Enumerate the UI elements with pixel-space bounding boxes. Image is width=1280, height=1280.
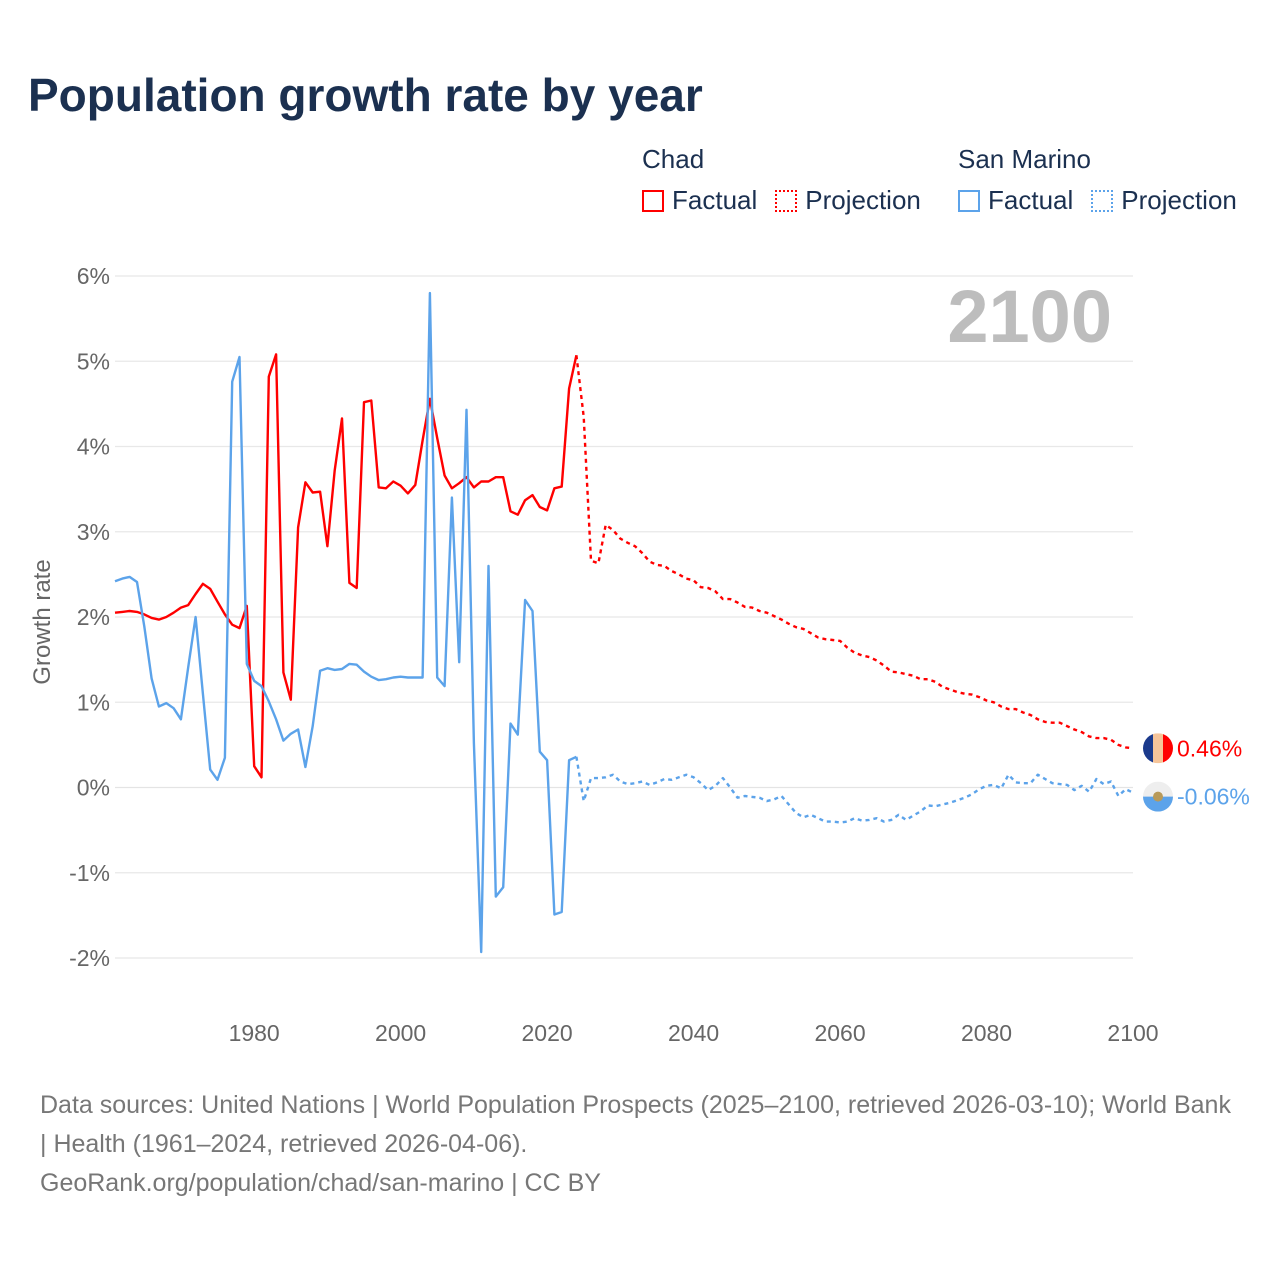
x-tick-label: 2040: [668, 1020, 719, 1046]
x-axis: 1980 2000 2020 2040 2060 2080 2100: [229, 1020, 1159, 1046]
y-axis-label: Growth rate: [29, 559, 56, 684]
grid: [115, 275, 1133, 959]
x-tick-label: 2100: [1107, 1020, 1158, 1046]
legend-item-san-marino-factual[interactable]: Factual: [958, 185, 1073, 216]
legend-swatch-solid: [958, 189, 980, 212]
y-tick-label: 6%: [77, 263, 110, 289]
y-tick-label: -1%: [69, 860, 110, 886]
legend-item-chad-factual[interactable]: Factual: [642, 185, 757, 216]
chad-factual-line: [114, 353, 578, 779]
y-tick-label: 2%: [77, 604, 110, 630]
legend-chad: Chad Factual Projection: [642, 144, 939, 216]
x-tick-label: 2020: [522, 1020, 573, 1046]
chad-projection-line: [575, 355, 1134, 750]
legend-swatch-dotted: [1091, 189, 1114, 212]
x-tick-label: 2080: [961, 1020, 1012, 1046]
legend-item-san-marino-projection[interactable]: Projection: [1091, 185, 1237, 216]
legend-label: Factual: [672, 185, 758, 215]
san-marino-projection-line: [575, 756, 1134, 824]
page-title: Population growth rate by year: [28, 69, 703, 121]
y-tick-label: 3%: [77, 519, 110, 545]
legend-label: Factual: [988, 185, 1074, 215]
flag-chad-icon: [1143, 733, 1173, 764]
series-lines: [114, 291, 1134, 954]
x-tick-label: 2060: [814, 1020, 865, 1046]
legend-label: Projection: [805, 185, 921, 215]
end-value-label: -0.06%: [1177, 784, 1250, 810]
end-labels: 0.46% -0.06%: [1143, 733, 1250, 812]
y-tick-label: 4%: [77, 434, 110, 460]
flag-san-marino-icon: [1143, 781, 1173, 812]
legend-label: Projection: [1121, 185, 1237, 215]
legend-san-marino: San Marino Factual Projection: [958, 144, 1237, 216]
legend-group-title: San Marino: [958, 144, 1091, 174]
x-tick-label: 2000: [375, 1020, 426, 1046]
attribution-link[interactable]: GeoRank.org/population/chad/san-marino |…: [40, 1169, 601, 1197]
x-tick-label: 1980: [229, 1020, 280, 1046]
y-tick-label: 5%: [77, 348, 110, 374]
legend-swatch-dotted: [775, 189, 798, 212]
legend-item-chad-projection[interactable]: Projection: [775, 185, 921, 216]
year-label: 2100: [947, 275, 1112, 358]
end-value-label: 0.46%: [1177, 735, 1242, 761]
y-tick-label: 1%: [77, 689, 110, 715]
data-sources: Data sources: United Nations | World Pop…: [40, 1091, 1231, 1158]
y-tick-label: -2%: [69, 945, 110, 971]
y-tick-label: 0%: [77, 775, 110, 801]
legend-group-title: Chad: [642, 144, 705, 174]
legend-swatch-solid: [642, 189, 664, 212]
line-chart: -2% -1% 0% 1% 2% 3% 4% 5% 6% 1980 2000 2020 2040 206…: [29, 263, 1250, 1046]
y-axis: -2% -1% 0% 1% 2% 3% 4% 5% 6%: [69, 263, 110, 971]
footer: Data sources: United Nations | World Pop…: [40, 1086, 1240, 1203]
san-marino-factual-line: [114, 291, 577, 954]
